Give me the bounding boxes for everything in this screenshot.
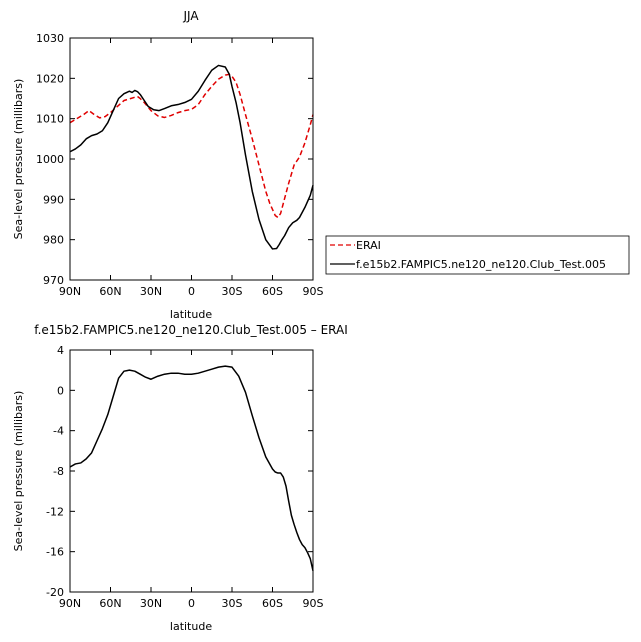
bottom-x-tick-label: 90S [303, 597, 324, 610]
top-plot-frame [69, 37, 314, 281]
legend-label-erai: ERAI [356, 239, 381, 252]
bottom-plot-title: f.e15b2.FAMPIC5.ne120_ne120.Club_Test.00… [34, 323, 348, 337]
bottom-series-line-0 [69, 365, 314, 571]
top-x-tick-label: 60S [262, 285, 283, 298]
bottom-y-tick-label: -12 [46, 505, 64, 518]
bottom-x-tick-label: 60S [262, 597, 283, 610]
bottom-y-tick-label: -8 [53, 465, 64, 478]
top-y-tick-label: 990 [43, 193, 64, 206]
bottom-y-tick-label: 0 [57, 384, 64, 397]
top-x-tick-label: 30N [140, 285, 162, 298]
bottom-plot-frame [69, 349, 314, 593]
bottom-x-tick-label: 0 [188, 597, 195, 610]
top-y-tick-label: 980 [43, 234, 64, 247]
bottom-x-tick-label: 30S [222, 597, 243, 610]
bottom-y-tick-label: 4 [57, 344, 64, 357]
top-y-tick-label: 1010 [36, 113, 64, 126]
top-plot: JJA 90N 60N 30N 0 30S 60S 90S 970 980 990 1000 101… [12, 9, 324, 321]
bottom-x-tick-label: 60N [99, 597, 121, 610]
top-plot-title: JJA [182, 9, 199, 23]
top-y-tick-label: 970 [43, 274, 64, 287]
bottom-plot-y-axis-title: Sea-level pressure (millibars) [12, 391, 25, 552]
bottom-plot: f.e15b2.FAMPIC5.ne120_ne120.Club_Test.00… [12, 323, 348, 633]
bottom-plot-x-axis-title: latitude [170, 620, 212, 633]
top-x-tick-label: 0 [188, 285, 195, 298]
top-plot-x-axis-title: latitude [170, 308, 212, 321]
top-series-line-1 [69, 64, 314, 250]
bottom-x-tick-label: 90N [59, 597, 81, 610]
top-plot-y-axis-title: Sea-level pressure (millibars) [12, 79, 25, 240]
legend: ERAI f.e15b2.FAMPIC5.ne120_ne120.Club_Te… [325, 235, 630, 275]
bottom-y-tick-label: -4 [53, 425, 64, 438]
legend-label-model: f.e15b2.FAMPIC5.ne120_ne120.Club_Test.00… [356, 258, 606, 271]
legend-box [325, 235, 630, 275]
bottom-x-tick-label: 30N [140, 597, 162, 610]
top-x-tick-label: 90N [59, 285, 81, 298]
top-x-tick-label: 30S [222, 285, 243, 298]
top-x-tick-label: 60N [99, 285, 121, 298]
top-y-tick-label: 1030 [36, 32, 64, 45]
bottom-y-tick-label: -16 [46, 546, 64, 559]
top-y-tick-label: 1020 [36, 72, 64, 85]
top-x-tick-label: 90S [303, 285, 324, 298]
top-y-tick-label: 1000 [36, 153, 64, 166]
top-series-line-0 [69, 73, 314, 219]
bottom-y-tick-label: -20 [46, 586, 64, 599]
